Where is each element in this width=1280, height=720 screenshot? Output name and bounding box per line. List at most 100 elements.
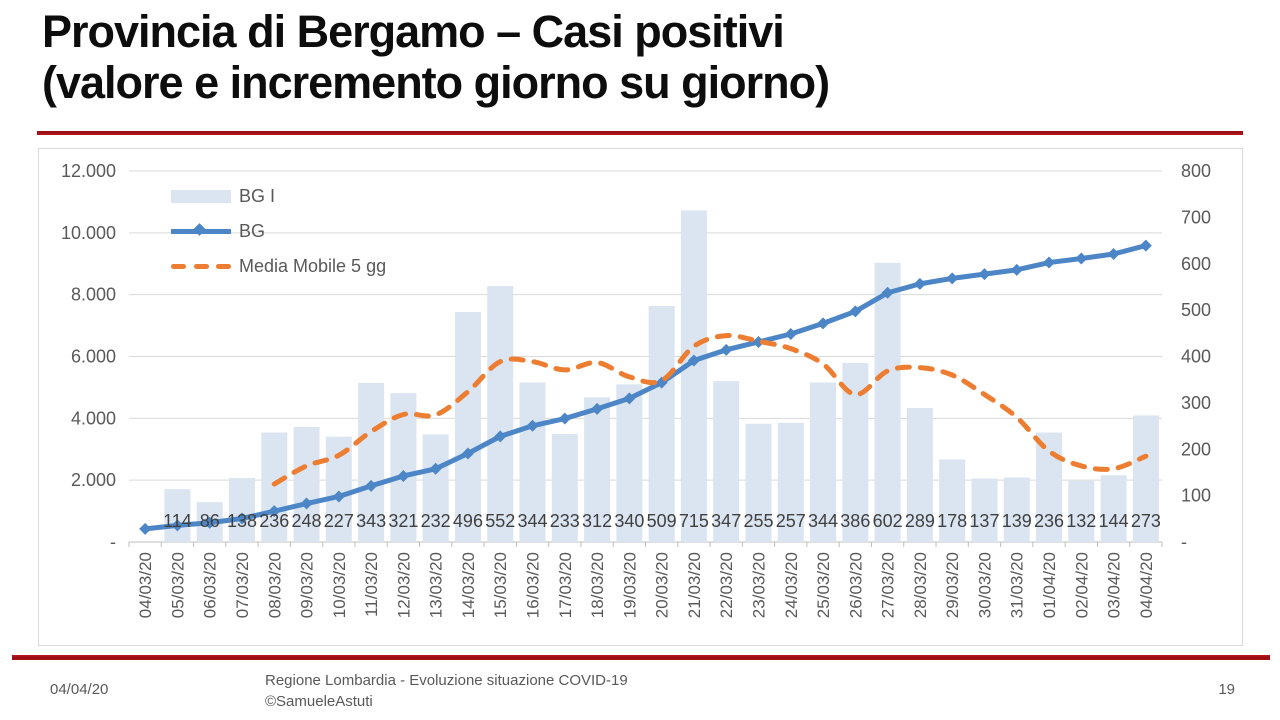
date-label: 08/03/20 [265, 552, 284, 618]
bar-bgi [1003, 477, 1030, 542]
bar-data-label: 255 [743, 511, 773, 531]
date-label: 05/03/20 [168, 552, 187, 618]
bar-bgi [551, 433, 578, 542]
bar-data-label: 344 [808, 511, 838, 531]
bar-bgi [713, 381, 740, 542]
left-axis-label: 2.000 [71, 470, 116, 490]
date-label: 07/03/20 [233, 552, 252, 618]
bg-marker-diamond [268, 505, 281, 518]
date-label: 15/03/20 [491, 552, 510, 618]
bar-data-label: 139 [1002, 511, 1032, 531]
bar-data-label: 312 [582, 511, 612, 531]
bar-bgi [745, 423, 772, 542]
bg-marker-diamond [720, 343, 733, 356]
bar-bgi [422, 434, 449, 542]
right-axis-label: 700 [1181, 207, 1211, 227]
bg-marker-diamond [752, 335, 765, 348]
right-axis-label: 600 [1181, 254, 1211, 274]
date-label: 22/03/20 [717, 552, 736, 618]
bg-marker-diamond [1043, 256, 1056, 269]
bar-bgi [519, 382, 546, 542]
date-label: 30/03/20 [976, 552, 995, 618]
bar-data-label: 602 [873, 511, 903, 531]
bar-bgi [906, 407, 933, 542]
bar-data-label: 715 [679, 511, 709, 531]
bar-data-label: 132 [1066, 511, 1096, 531]
date-label: 06/03/20 [201, 552, 220, 618]
bg-marker-diamond [913, 277, 926, 290]
left-axis-label: 10.000 [61, 223, 116, 243]
date-label: 18/03/20 [588, 552, 607, 618]
bar-data-label: 289 [905, 511, 935, 531]
right-axis-label: 800 [1181, 161, 1211, 181]
bar-bgi [454, 311, 481, 542]
bar-data-label: 236 [259, 511, 289, 531]
bar-bgi [777, 422, 804, 542]
title-underline [37, 131, 1243, 135]
bar-data-label: 343 [356, 511, 386, 531]
bg-marker-diamond [881, 286, 894, 299]
bar-data-label: 496 [453, 511, 483, 531]
bar-data-label: 232 [421, 511, 451, 531]
bar-bgi [261, 432, 288, 542]
bg-marker-diamond [461, 447, 474, 460]
bar-bgi [616, 384, 643, 542]
slide-title-line1: Provincia di Bergamo – Casi positivi [42, 6, 785, 57]
date-label: 10/03/20 [330, 552, 349, 618]
bg-marker-diamond [494, 430, 507, 443]
bar-bgi [358, 382, 385, 542]
bar-bgi [293, 426, 320, 542]
legend-item-bg: BG [171, 214, 386, 249]
left-axis-label: 6.000 [71, 347, 116, 367]
footer-date: 04/04/20 [50, 681, 109, 698]
bar-bgi [680, 210, 707, 542]
slide-title: Provincia di Bergamo – Casi positivi (va… [42, 6, 830, 108]
legend-item-bgi: BG I [171, 179, 386, 214]
bar-swatch-icon [171, 190, 231, 203]
date-label: 23/03/20 [750, 552, 769, 618]
bg-marker-diamond [429, 462, 442, 475]
bar-bgi [939, 459, 966, 542]
footer-rule [12, 655, 1270, 660]
legend-label-bg: BG [239, 221, 266, 241]
date-label: 28/03/20 [911, 552, 930, 618]
bar-bgi [584, 397, 611, 542]
bg-marker-diamond [332, 490, 345, 503]
right-axis-label: 500 [1181, 300, 1211, 320]
date-label: 09/03/20 [298, 552, 317, 618]
bar-data-label: 227 [324, 511, 354, 531]
bar-data-label: 137 [969, 511, 999, 531]
bg-marker-diamond [591, 402, 604, 415]
bar-data-label: 509 [647, 511, 677, 531]
bar-data-label: 347 [711, 511, 741, 531]
date-label: 13/03/20 [427, 552, 446, 618]
bg-marker-diamond [784, 327, 797, 340]
chart-area: 114 86 138 236 248 227 343 321 232 496 552 344 233 31… [38, 148, 1243, 646]
footer-credit: Regione Lombardia - Evoluzione situazion… [265, 670, 628, 712]
bg-line [144, 243, 1147, 532]
right-axis-label: 400 [1181, 347, 1211, 367]
legend-item-media-mobile: Media Mobile 5 gg [171, 249, 386, 284]
date-label: 26/03/20 [846, 552, 865, 618]
date-label: 29/03/20 [943, 552, 962, 618]
date-label: 21/03/20 [685, 552, 704, 618]
line-swatch-icon [171, 223, 231, 236]
bg-marker-diamond [235, 512, 248, 525]
date-label: 20/03/20 [653, 552, 672, 618]
bar-data-label: 386 [840, 511, 870, 531]
bg-marker-diamond [687, 354, 700, 367]
date-label: 27/03/20 [879, 552, 898, 618]
right-axis-label: 100 [1181, 486, 1211, 506]
bg-marker-diamond [139, 522, 152, 535]
dashed-line-swatch-icon [171, 264, 231, 269]
bg-marker-diamond [171, 519, 184, 532]
slide-title-line2: (valore e incremento giorno su giorno) [42, 57, 830, 108]
bg-marker-diamond [623, 392, 636, 405]
left-axis-label: 4.000 [71, 408, 116, 428]
bg-marker-diamond [397, 469, 410, 482]
date-label: 14/03/20 [459, 552, 478, 618]
date-label: 12/03/20 [394, 552, 413, 618]
footer-credit-line2: ©SamueleAstuti [265, 693, 373, 710]
bg-marker-diamond [1107, 248, 1120, 261]
